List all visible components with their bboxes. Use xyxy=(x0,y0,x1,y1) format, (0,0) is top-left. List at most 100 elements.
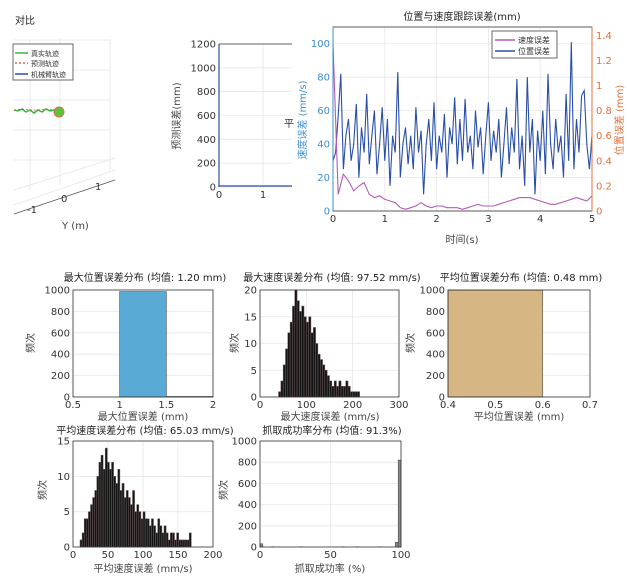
histogram-bar xyxy=(260,544,263,547)
histogram-bar xyxy=(172,533,174,547)
histogram-bar xyxy=(158,519,160,547)
x-axis-label: 平均速度误差 (mm/s) xyxy=(93,562,192,575)
y-right-tick-label: 0.2 xyxy=(596,181,612,192)
chart-title: 最大位置误差分布 (均值: 1.20 mm) xyxy=(64,271,227,284)
histogram-bar xyxy=(336,386,338,397)
x-tick-label: 200 xyxy=(203,550,222,561)
y-right-tick-label: 1.2 xyxy=(596,56,612,67)
histogram-bar xyxy=(168,540,170,547)
histogram-bar xyxy=(128,498,130,547)
histogram-bar xyxy=(348,386,350,397)
legend-label-real: 真实轨迹 xyxy=(31,49,59,58)
histogram-bar xyxy=(175,540,177,547)
legend-label-arm: 机械臂轨迹 xyxy=(31,70,66,79)
y-tick-label: 20 xyxy=(244,286,257,297)
y-tick-label: 1000 xyxy=(232,437,257,448)
histogram-bar xyxy=(103,469,105,547)
y-tick-label: 200 xyxy=(197,159,216,170)
histogram-bar xyxy=(279,392,281,397)
histogram-bar xyxy=(283,365,285,397)
y-axis-label: 频次 xyxy=(24,333,37,353)
y-tick-label: 800 xyxy=(51,307,70,318)
x-tick-label: 3 xyxy=(485,214,491,225)
histogram-bar xyxy=(147,519,149,547)
y-tick-label: 800 xyxy=(197,87,216,98)
histogram-bar xyxy=(139,512,141,547)
chart-max-velocity-error-hist: 最大速度误差分布 (均值: 97.52 mm/s) 最大速度误差 (mm/s) … xyxy=(228,271,421,423)
histogram-bar xyxy=(285,349,287,397)
y-tick-label: 1000 xyxy=(420,286,445,297)
histogram-bar xyxy=(341,386,343,397)
x-tick-label: 50 xyxy=(102,550,115,561)
x-tick-label: 1 xyxy=(260,190,266,201)
histogram-bar xyxy=(84,519,86,547)
panel-3d-title: 对比 xyxy=(15,14,35,27)
histogram-bar xyxy=(304,317,306,397)
x-tick-label: 150 xyxy=(168,550,187,561)
x-tick-label: 0 xyxy=(257,400,263,411)
histogram-bar xyxy=(97,476,99,547)
chart-avg-position-error-hist: 平均位置误差分布 (均值: 0.48 mm) 平均位置误差 (mm) 频次 0.… xyxy=(404,271,602,423)
histogram-bar xyxy=(448,290,543,397)
y-tick-label: 40 xyxy=(317,140,330,151)
x-tick-label: 2 xyxy=(433,214,439,225)
histogram-bar xyxy=(295,290,297,397)
histogram-bar xyxy=(309,317,311,397)
histogram-bar xyxy=(95,490,97,547)
x-tick-label: 1.5 xyxy=(158,400,174,411)
legend-tracking: 速度误差 位置误差 xyxy=(492,31,557,58)
y-tick-label: 15 xyxy=(57,437,70,448)
histogram-bar xyxy=(311,333,313,397)
y-tick-label: 400 xyxy=(197,135,216,146)
y-axis-label-right: 位置误差 (mm) xyxy=(613,85,626,156)
histogram-bar xyxy=(350,392,352,397)
histogram-bar xyxy=(145,519,147,547)
histogram-bar xyxy=(120,292,167,397)
y-tick-label: 5 xyxy=(251,366,257,377)
histogram-bar xyxy=(339,381,341,397)
histogram-bar xyxy=(141,519,143,547)
y-tick-label: 600 xyxy=(197,111,216,122)
histogram-bar xyxy=(185,540,187,547)
chart-title: 抓取成功率分布 (均值: 91.3%) xyxy=(262,424,401,437)
end-point-marker xyxy=(54,107,64,117)
x-axis-label: 最大速度误差 (mm/s) xyxy=(280,410,379,423)
y-tick-label: 10 xyxy=(244,339,257,350)
y-tick-label: 200 xyxy=(238,521,257,532)
legend-label-position: 位置误差 xyxy=(518,46,550,56)
y-right-tick-label: 1.4 xyxy=(596,31,612,42)
histogram-bar xyxy=(355,392,357,397)
y-tick-label: 0 xyxy=(324,207,330,218)
y-tick-label: 400 xyxy=(238,500,257,511)
y-tick-label: 800 xyxy=(238,458,257,469)
histogram-bar xyxy=(82,533,84,547)
x-tick-label: 4 xyxy=(537,214,543,225)
histogram-bar xyxy=(164,526,166,547)
y-tick-label: 0 xyxy=(251,543,257,554)
histogram-bar xyxy=(86,519,88,547)
histogram-bar xyxy=(156,533,158,547)
y-tick-label: 15 xyxy=(244,312,257,323)
x-axis-label: 最大位置误差 (mm) xyxy=(98,410,189,423)
x-tick-label: 5 xyxy=(589,214,595,225)
y-tick-label: 600 xyxy=(426,328,445,339)
histogram-bar xyxy=(124,498,126,547)
y-tick-label: 0 xyxy=(439,393,445,404)
y-tick-label: 100 xyxy=(311,39,330,50)
x-tick-label: 200 xyxy=(343,400,362,411)
histogram-bar xyxy=(154,526,156,547)
histogram-bar xyxy=(177,533,179,547)
chart-title: 平均速度误差分布 (均值: 65.03 mm/s) xyxy=(56,424,233,437)
x-tick-label: 2 xyxy=(210,400,216,411)
y-tick-label: 400 xyxy=(51,350,70,361)
x-tick-label: 300 xyxy=(389,400,408,411)
histogram-bar xyxy=(330,381,332,397)
histogram-bar xyxy=(120,490,122,547)
histogram-bar xyxy=(313,327,315,397)
histogram-bar xyxy=(281,381,283,397)
histogram-bar xyxy=(122,483,124,547)
x-tick-label: 100 xyxy=(133,550,152,561)
y-tick-label: 10 xyxy=(57,472,70,483)
